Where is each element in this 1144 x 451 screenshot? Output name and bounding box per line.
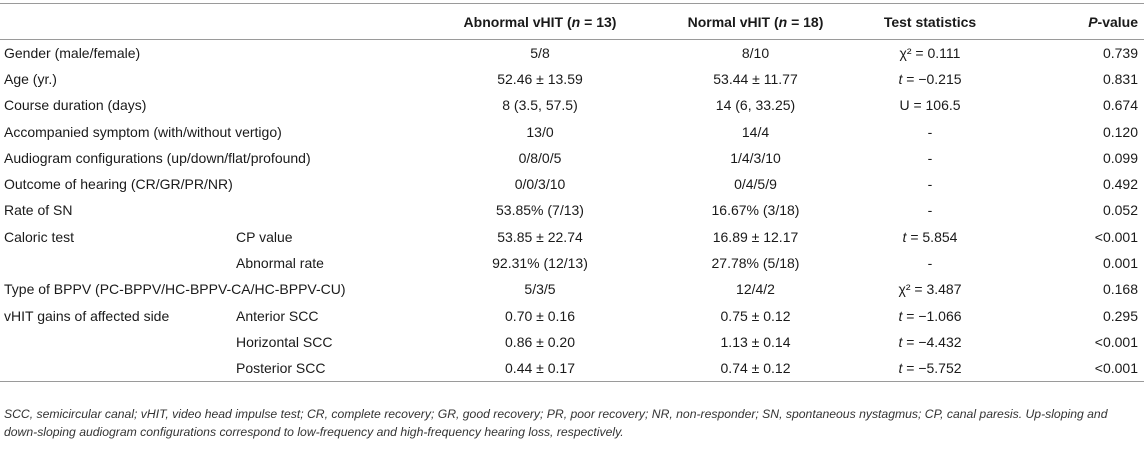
table-row: Accompanied symptom (with/without vertig…	[0, 118, 1144, 144]
row-sublabel	[232, 197, 427, 223]
cell-normal: 0/4/5/9	[734, 176, 777, 193]
cell-test-statistic: t = −5.752	[858, 355, 1002, 382]
table-body: Gender (male/female) 5/8 8/10 χ² = 0.111 0.7…	[0, 40, 1144, 382]
table-row: Gender (male/female) 5/8 8/10 χ² = 0.111 0.7…	[0, 40, 1144, 66]
row-label: Accompanied symptom (with/without vertig…	[4, 123, 282, 140]
cell-abnormal: 53.85 ± 22.74	[497, 228, 583, 245]
table-footnote: SCC, semicircular canal; vHIT, video hea…	[4, 407, 1108, 439]
row-sublabel	[232, 40, 427, 66]
table-row: Type of BPPV (PC-BPPV/HC-BPPV-CA/HC-BPPV…	[0, 276, 1144, 302]
row-label: Course duration (days)	[4, 97, 147, 114]
cell-abnormal: 0.70 ± 0.16	[505, 307, 575, 324]
row-sublabel: Anterior SCC	[236, 307, 319, 324]
cell-normal: 53.44 ± 11.77	[713, 70, 798, 87]
row-label: Rate of SN	[4, 202, 73, 219]
cell-test-statistic: χ² = 0.111	[899, 44, 961, 61]
cell-p-value: 0.831	[1102, 70, 1138, 87]
row-label: vHIT gains of affected side	[4, 307, 170, 324]
header-sub-empty	[232, 3, 427, 40]
table-row: Abnormal rate 92.31% (12/13) 27.78% (5/18)…	[0, 250, 1144, 276]
cell-p-value: 0.052	[1102, 202, 1138, 219]
row-label: Gender (male/female)	[4, 44, 141, 61]
cell-p-value: 0.168	[1102, 281, 1138, 298]
cell-test-statistic: χ² = 3.487	[898, 281, 962, 298]
cell-normal: 12/4/2	[736, 281, 775, 298]
table-row: Posterior SCC 0.44 ± 0.17 0.74 ± 0.12 t = −…	[0, 355, 1144, 382]
cell-normal: 16.67% (3/18)	[711, 202, 800, 219]
cell-abnormal: 5/8	[530, 44, 550, 61]
cell-abnormal: 52.46 ± 13.59	[497, 70, 583, 87]
row-label	[0, 250, 232, 276]
cell-p-value: <0.001	[1002, 355, 1144, 382]
row-label	[0, 329, 232, 355]
row-sublabel: CP value	[236, 228, 293, 245]
cell-test-statistic: -	[927, 202, 933, 219]
cell-test-statistic: t = −0.215	[898, 70, 962, 87]
row-label: Age (yr.)	[4, 70, 57, 87]
cell-abnormal: 92.31% (12/13)	[492, 255, 588, 272]
cell-test-statistic: t = 5.854	[902, 228, 958, 245]
cell-normal: 8/10	[741, 44, 770, 61]
table-row: Audiogram configurations (up/down/flat/p…	[0, 145, 1144, 171]
cell-abnormal: 0/8/0/5	[518, 149, 562, 166]
cell-abnormal: 0.86 ± 0.20	[505, 333, 575, 350]
header-normal-vhit: Normal vHIT (n = 18)	[653, 3, 858, 40]
cell-abnormal: 5/3/5	[524, 281, 556, 298]
cell-normal: 1.13 ± 0.14	[720, 333, 791, 350]
table-row: Course duration (days) 8 (3.5, 57.5) 14 (6…	[0, 92, 1144, 118]
cell-normal: 0.74 ± 0.12	[653, 355, 858, 382]
cell-test-statistic: U = 106.5	[899, 97, 961, 114]
row-sublabel: Abnormal rate	[236, 255, 324, 272]
cell-p-value: 0.120	[1102, 123, 1138, 140]
cell-p-value: 0.674	[1102, 97, 1138, 114]
cell-abnormal: 53.85% (7/13)	[496, 202, 584, 219]
results-table: Abnormal vHIT (n = 13) Normal vHIT (n = …	[0, 3, 1144, 382]
cell-p-value: 0.739	[1102, 44, 1138, 61]
header-row: Abnormal vHIT (n = 13) Normal vHIT (n = …	[0, 3, 1144, 40]
cell-abnormal: 0/0/3/10	[514, 176, 566, 193]
row-label: Outcome of hearing (CR/GR/PR/NR)	[4, 176, 233, 193]
row-label: Caloric test	[4, 228, 75, 245]
row-label	[0, 355, 232, 382]
row-sublabel: Posterior SCC	[232, 355, 427, 382]
cell-p-value: <0.001	[1094, 228, 1138, 245]
row-label: Type of BPPV (PC-BPPV/HC-BPPV-CA/HC-BPPV…	[4, 281, 346, 298]
table-row: Outcome of hearing (CR/GR/PR/NR) 0/0/3/10…	[0, 171, 1144, 197]
cell-p-value: 0.001	[1102, 255, 1138, 272]
cell-normal: 0.75 ± 0.12	[720, 307, 791, 324]
cell-p-value: 0.295	[1102, 307, 1138, 324]
cell-p-value: 0.492	[1102, 176, 1138, 193]
table-row: Rate of SN 53.85% (7/13) 16.67% (3/18) - 0.0…	[0, 197, 1144, 223]
cell-normal: 16.89 ± 12.17	[712, 228, 799, 245]
cell-p-value: <0.001	[1094, 333, 1138, 350]
cell-abnormal: 8 (3.5, 57.5)	[502, 97, 578, 114]
row-label: Audiogram configurations (up/down/flat/p…	[4, 149, 311, 166]
row-sublabel	[232, 66, 427, 92]
cell-test-statistic: t = −1.066	[898, 307, 962, 324]
cell-normal: 27.78% (5/18)	[711, 255, 800, 272]
cell-test-statistic: t = −4.432	[898, 333, 962, 350]
header-abnormal-vhit: Abnormal vHIT (n = 13)	[427, 3, 653, 40]
header-p-value: P-value	[1002, 3, 1144, 40]
header-test-statistics: Test statistics	[858, 3, 1002, 40]
cell-normal: 14 (6, 33.25)	[715, 97, 796, 114]
cell-abnormal: 13/0	[526, 123, 554, 140]
cell-normal: 14/4	[741, 123, 770, 140]
cell-test-statistic: -	[927, 123, 933, 140]
table-row: Age (yr.) 52.46 ± 13.59 53.44 ± 11.77 t = −…	[0, 66, 1144, 92]
cell-p-value: 0.099	[1102, 149, 1138, 166]
row-sublabel: Horizontal SCC	[236, 333, 333, 350]
row-sublabel	[232, 92, 427, 118]
table-row: Caloric test CP value 53.85 ± 22.74 16.89 ±…	[0, 224, 1144, 250]
table-row: vHIT gains of affected side Anterior SCC 0…	[0, 302, 1144, 328]
cell-normal: 1/4/3/10	[730, 149, 781, 166]
table-row: Horizontal SCC 0.86 ± 0.20 1.13 ± 0.14 t = …	[0, 329, 1144, 355]
header-label-empty	[0, 3, 232, 40]
cell-test-statistic: -	[927, 255, 933, 272]
cell-test-statistic: -	[927, 149, 933, 166]
cell-abnormal: 0.44 ± 0.17	[427, 355, 653, 382]
cell-test-statistic: -	[927, 176, 933, 193]
row-sublabel	[232, 171, 427, 197]
